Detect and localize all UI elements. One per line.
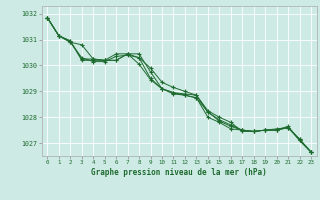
X-axis label: Graphe pression niveau de la mer (hPa): Graphe pression niveau de la mer (hPa) xyxy=(91,168,267,177)
